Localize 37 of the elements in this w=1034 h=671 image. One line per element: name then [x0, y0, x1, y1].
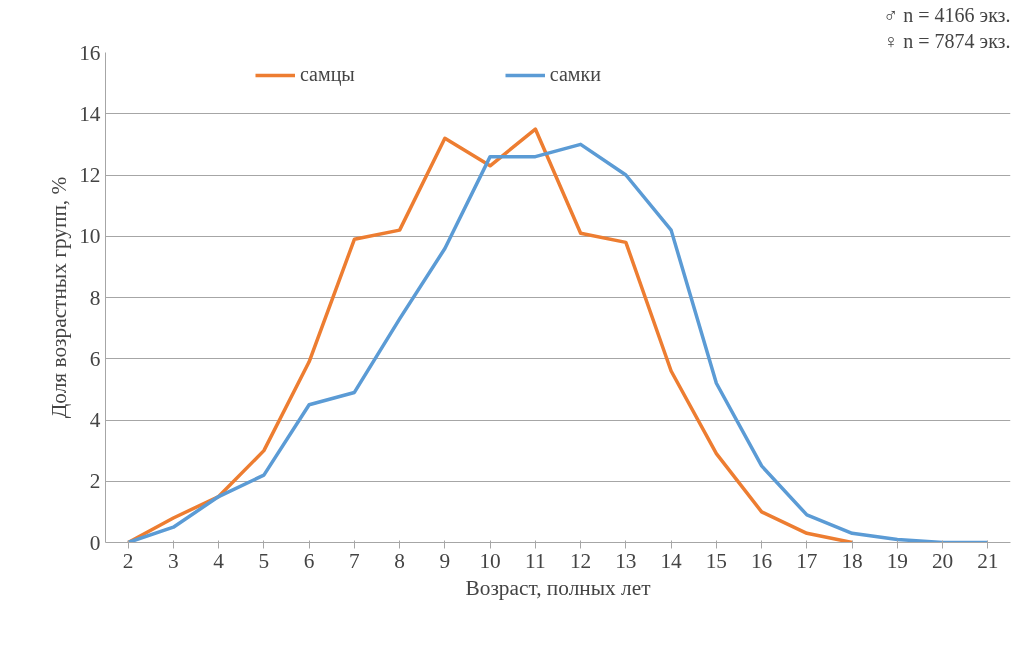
text: ♂ n = 4166 экз. [883, 3, 1011, 26]
x-tick-label: 16 [750, 548, 773, 573]
x-tick-label: 17 [796, 548, 818, 573]
x-tick-label: 15 [705, 548, 728, 573]
x-tick-label: 13 [615, 548, 637, 573]
x-tick-label: 9 [439, 548, 451, 573]
legend-label: самцы [300, 63, 355, 86]
x-axis-title: Возраст, полных лет [465, 575, 652, 600]
x-tick-label: 19 [886, 548, 909, 573]
x-tick-label: 14 [660, 548, 683, 573]
y-tick-label: 2 [89, 469, 101, 494]
x-tick-label: 6 [303, 548, 315, 573]
x-tick-label: 11 [525, 548, 546, 573]
y-tick-label: 4 [89, 408, 101, 432]
x-tick-label: 5 [258, 548, 270, 573]
line-series [126, 127, 854, 543]
y-tick-label: 16 [79, 40, 101, 65]
x-tick-label: 20 [931, 548, 954, 573]
y-tick-label: 12 [79, 163, 101, 187]
y-tick-label: 6 [89, 346, 101, 371]
line-series [126, 142, 990, 543]
legend-label: самки [549, 63, 601, 86]
text: ♀ n = 7874 экз. [883, 29, 1011, 52]
y-tick-label: 10 [79, 224, 101, 249]
x-tick-label: 2 [122, 548, 134, 573]
y-axis-title: Доля возрастных групп, % [47, 176, 72, 419]
x-tick-label: 8 [394, 548, 405, 573]
x-tick-label: 12 [569, 548, 592, 573]
y-tick-label: 14 [79, 101, 101, 126]
x-tick-label: 4 [213, 548, 225, 573]
x-tick-label: 3 [168, 548, 179, 573]
x-tick-label: 18 [841, 548, 863, 573]
x-tick-label: 10 [479, 548, 501, 573]
x-tick-label: 21 [977, 548, 999, 573]
y-tick-label: 0 [89, 530, 101, 555]
y-tick-label: 8 [89, 285, 101, 310]
x-tick-label: 7 [349, 548, 361, 573]
